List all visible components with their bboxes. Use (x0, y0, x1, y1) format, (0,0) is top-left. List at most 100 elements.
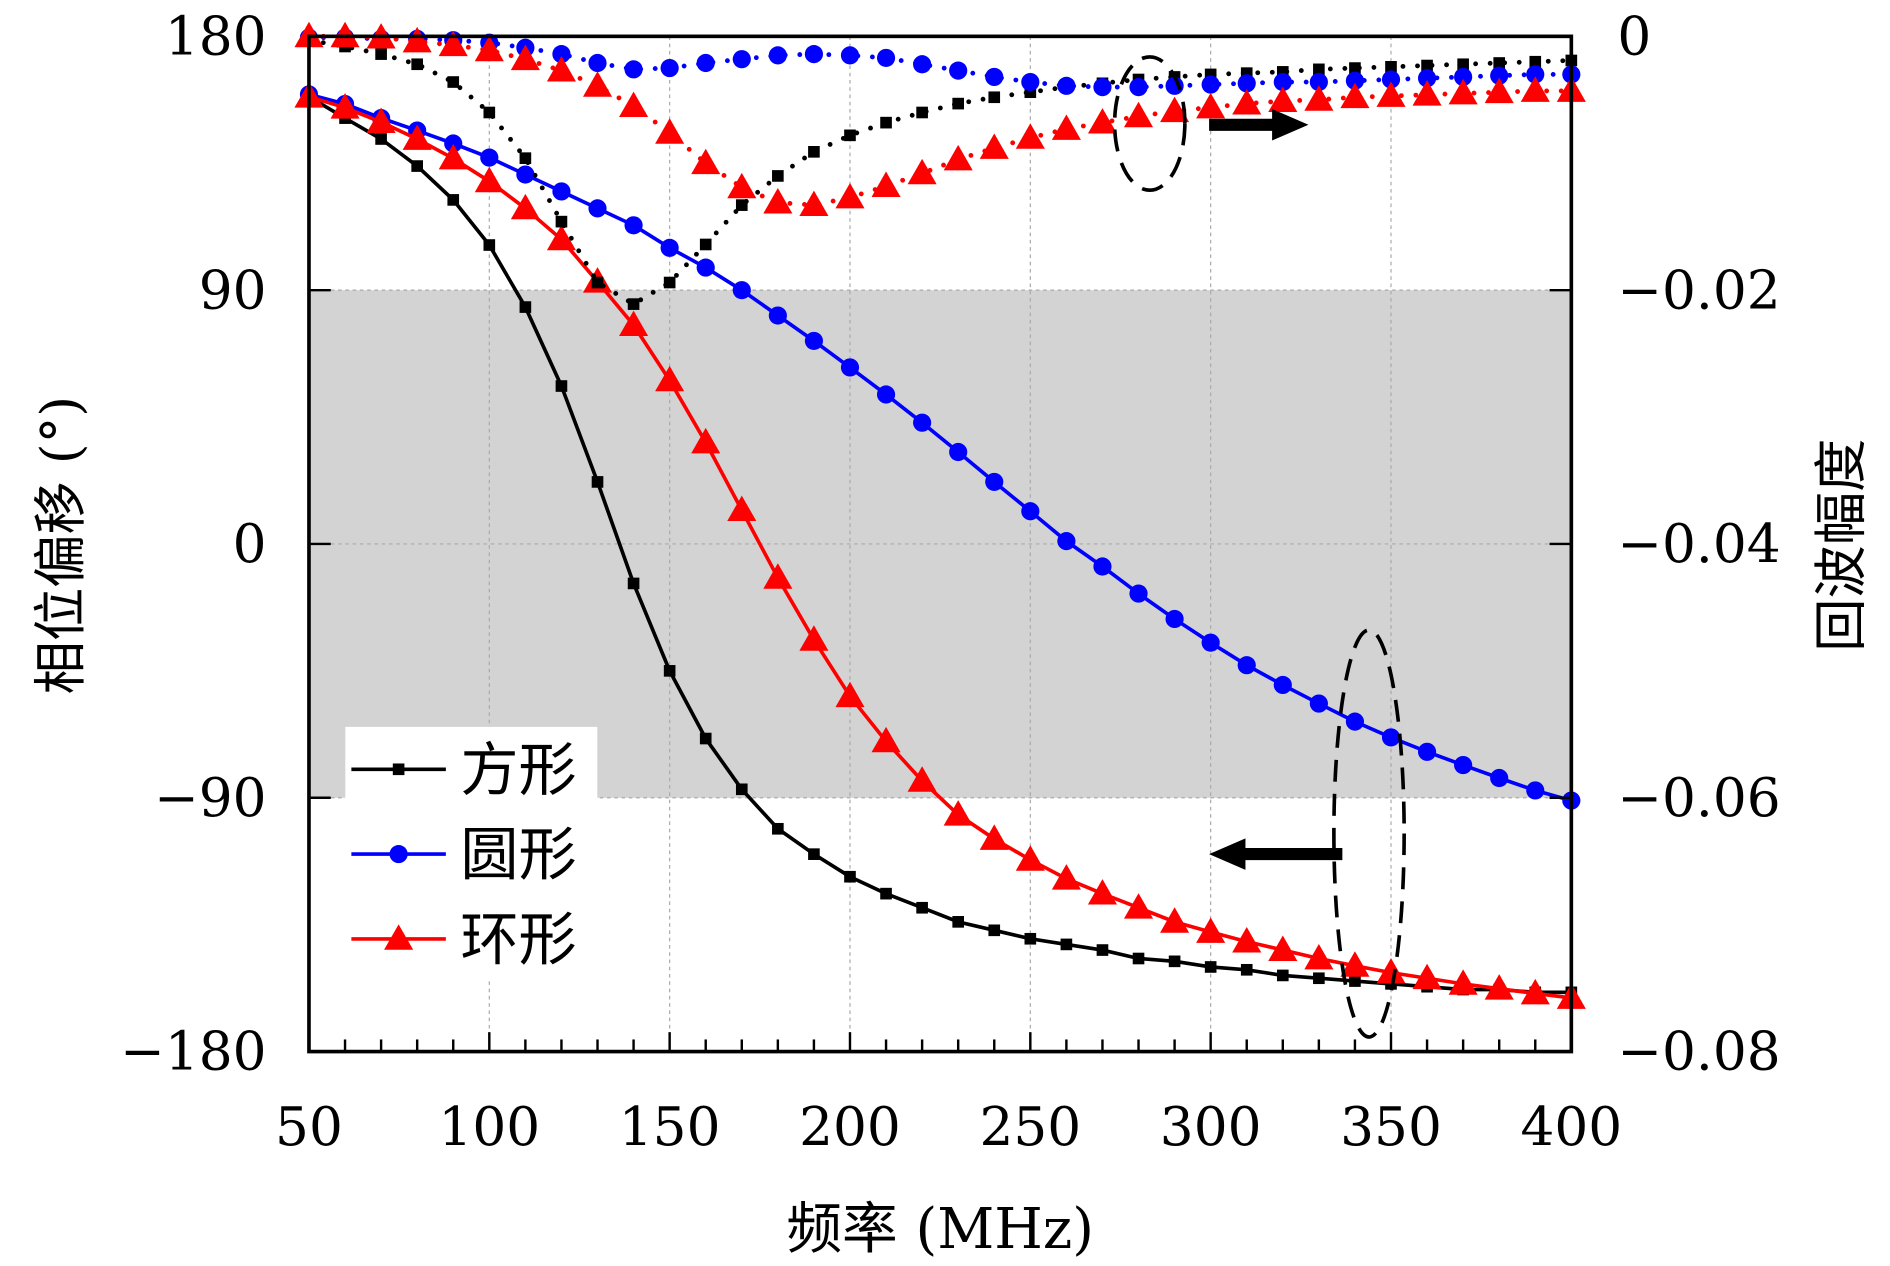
y-tick-label-right: −0.04 (1617, 513, 1780, 575)
data-point (844, 870, 856, 883)
data-point (808, 146, 820, 158)
data-point (907, 158, 937, 185)
data-point (1376, 81, 1406, 107)
data-point (1024, 932, 1037, 945)
series-left-square (303, 90, 1578, 999)
data-point (447, 194, 460, 206)
data-point (1309, 72, 1328, 92)
data-point (804, 45, 824, 64)
data-point (655, 118, 685, 144)
y-tick-label-right: −0.02 (1617, 259, 1780, 321)
data-point (1273, 675, 1292, 695)
series-right-triangle (294, 21, 1586, 217)
data-point (949, 61, 968, 80)
data-point (591, 276, 604, 289)
data-point (871, 171, 901, 197)
data-point (516, 165, 535, 184)
data-point (1024, 86, 1037, 98)
data-point (1196, 92, 1226, 119)
data-point (1165, 609, 1184, 629)
data-point (1385, 60, 1397, 73)
data-point (1417, 742, 1437, 761)
data-point (772, 822, 784, 835)
series-right-square (303, 34, 1578, 310)
y-axis-label-right: 回波幅度 (1811, 439, 1873, 652)
data-point (627, 298, 640, 310)
data-point (808, 848, 820, 860)
data-point (880, 887, 892, 900)
data-point (1448, 969, 1478, 995)
y-tick-label-right: −0.08 (1617, 1021, 1780, 1083)
data-point (880, 116, 892, 129)
legend-marker (392, 763, 405, 776)
data-point (696, 53, 715, 73)
data-point (402, 26, 432, 53)
data-point (1381, 728, 1401, 747)
ticks: 50 100 150 200 250 300 350 400 180 90 0 −90 −180 0 −0.… (120, 6, 1781, 1158)
data-point (1093, 557, 1112, 576)
data-point (591, 476, 604, 488)
data-point (366, 107, 396, 133)
data-point (663, 276, 676, 289)
data-point (732, 281, 751, 300)
data-point (1381, 70, 1401, 89)
arrow-right-icon (1209, 109, 1309, 141)
data-point (1309, 694, 1328, 713)
data-point (546, 224, 576, 251)
legend-item: 环形 (351, 905, 577, 973)
data-point (552, 45, 571, 64)
arrow-left-icon (1209, 838, 1343, 870)
data-point (552, 182, 571, 201)
data-point (663, 665, 676, 677)
legend-item: 方形 (351, 736, 577, 804)
data-point (1123, 101, 1154, 128)
data-point (1268, 86, 1298, 112)
data-point (1520, 978, 1550, 1005)
data-point (655, 365, 685, 392)
data-point (519, 152, 532, 164)
data-point (1201, 633, 1220, 652)
shaded-band (308, 290, 1572, 798)
data-point (907, 766, 937, 792)
legend-label: 圆形 (460, 821, 576, 889)
series-left-circle (299, 85, 1581, 810)
legend-label: 方形 (460, 736, 576, 804)
y-tick-label-left: −90 (154, 767, 266, 829)
data-point (1340, 951, 1370, 977)
data-point (519, 301, 532, 313)
data-point (1526, 65, 1545, 84)
data-point (1129, 78, 1148, 97)
y-tick-label-left: 0 (233, 513, 267, 575)
data-point (1349, 975, 1361, 987)
data-point (660, 58, 679, 78)
data-point (510, 193, 540, 220)
x-tick-label: 250 (979, 1096, 1081, 1158)
data-point (1276, 969, 1289, 982)
data-point (1412, 80, 1442, 106)
data-point (546, 56, 576, 82)
x-tick-label: 150 (619, 1096, 721, 1158)
data-point (582, 71, 613, 97)
data-point (835, 681, 865, 708)
data-point (799, 625, 829, 651)
data-point (588, 199, 607, 218)
data-point (949, 442, 968, 462)
data-point (438, 30, 468, 57)
data-point (876, 385, 896, 404)
data-point (1240, 67, 1253, 79)
data-point (1276, 66, 1289, 78)
legend-label: 环形 (460, 905, 576, 973)
data-point (1526, 781, 1545, 800)
data-point (916, 106, 928, 119)
data-point (1201, 75, 1220, 94)
data-point (835, 182, 865, 209)
data-point (588, 53, 607, 73)
data-point (1448, 78, 1478, 105)
data-point (1168, 955, 1181, 968)
data-point (1087, 879, 1117, 905)
y-tick-label-left: 180 (165, 6, 267, 68)
data-point (763, 563, 793, 589)
data-point (1093, 78, 1112, 97)
data-point (691, 427, 721, 454)
data-point (979, 133, 1009, 159)
